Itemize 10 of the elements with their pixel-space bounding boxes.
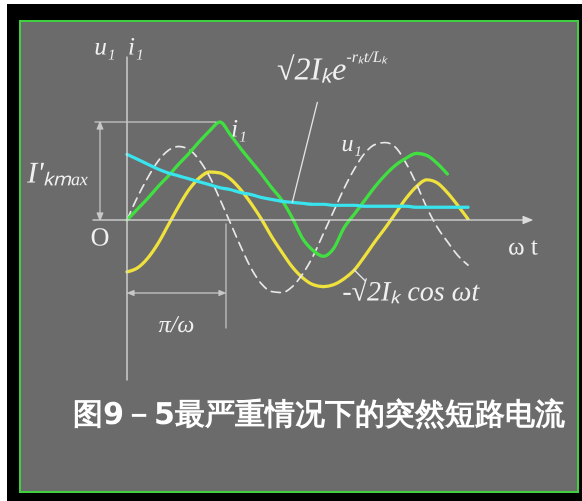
text: √2Iₖe$^{-rₖt/Lₖ}$	[276, 49, 388, 88]
series-label: i₁	[231, 115, 247, 143]
y-axis-title: u₁ i₁	[94, 33, 144, 61]
text: π/ω	[158, 312, 194, 338]
text: I'ₖₘₐₓ	[27, 156, 89, 190]
x-axis-title: ω t	[508, 233, 538, 261]
series-label: -√2Iₖ cos ωt	[342, 276, 480, 308]
text: 图9－5最严重情况下的突然短路电流	[73, 397, 566, 432]
text: O	[90, 222, 110, 252]
series-label: u₁	[341, 131, 362, 158]
